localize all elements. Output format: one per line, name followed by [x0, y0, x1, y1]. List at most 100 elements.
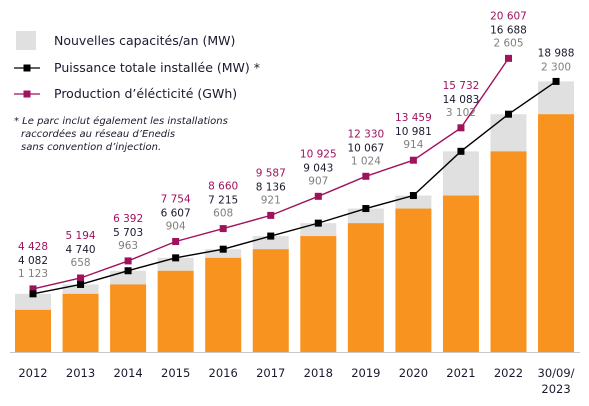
x-tick-label: 2014: [113, 366, 142, 380]
label-production: 5 194: [66, 230, 96, 242]
x-tick-label: 2015: [161, 366, 190, 380]
label-production: 6 392: [113, 213, 143, 225]
bar-existing-capacity: [205, 257, 242, 352]
label-total-power: 10 981: [395, 126, 432, 138]
power-point: [77, 280, 85, 288]
production-point: [409, 156, 417, 164]
label-new-capacity: 963: [118, 240, 138, 252]
legend-power-marker: [23, 64, 31, 72]
label-new-capacity: 1 024: [351, 155, 381, 167]
x-tick-label: 2021: [446, 366, 475, 380]
bar-new-capacity: [15, 293, 51, 310]
lines-group: [29, 54, 560, 298]
production-point: [124, 257, 132, 265]
label-total-power: 7 215: [208, 195, 238, 207]
power-point: [552, 77, 560, 85]
bar-new-capacity: [300, 223, 337, 237]
footnote: * Le parc inclut également les installat…: [14, 115, 228, 153]
production-point: [362, 172, 370, 180]
label-total-power: 18 988: [538, 47, 575, 59]
power-point: [124, 267, 132, 275]
power-line: [32, 80, 557, 295]
label-new-capacity: 658: [71, 257, 91, 269]
bar-new-capacity: [62, 284, 99, 294]
power-point: [172, 254, 180, 262]
x-tick-label: 2016: [209, 366, 238, 380]
label-production: 10 925: [300, 148, 337, 160]
legend: Nouvelles capacités/an (MW) Puissance to…: [14, 31, 260, 101]
bar-new-capacity: [110, 270, 147, 285]
label-new-capacity: 1 123: [18, 268, 48, 280]
label-total-power: 14 083: [443, 94, 480, 106]
bar-existing-capacity: [157, 270, 194, 352]
footnote-line-2: raccordées au réseau d’Enedis: [21, 128, 175, 140]
legend-power-label: Puissance totale installée (MW) *: [54, 60, 260, 75]
legend-capacity-label: Nouvelles capacités/an (MW): [54, 33, 235, 48]
power-point: [457, 147, 465, 155]
production-point: [29, 285, 37, 293]
bar-new-capacity: [205, 249, 242, 258]
bar-new-capacity: [347, 208, 384, 224]
bar-new-capacity: [395, 195, 432, 209]
x-axis-ticks: 2012 2013 2014 2015 2016 2017 2018 2019 2020 2021…: [18, 366, 574, 396]
label-total-power: 16 688: [490, 24, 527, 36]
label-production: 20 607: [490, 10, 527, 22]
label-total-power: 6 607: [161, 208, 191, 220]
power-point: [219, 245, 227, 253]
bar-new-capacity: [442, 151, 479, 196]
x-tick-label: 2019: [351, 366, 380, 380]
label-new-capacity: 921: [261, 194, 281, 206]
label-new-capacity: 914: [403, 139, 423, 151]
legend-capacity-swatch: [16, 31, 36, 50]
bar-existing-capacity: [538, 114, 575, 352]
production-point: [314, 192, 322, 200]
x-tick-label: 2023: [541, 382, 570, 396]
label-production: 12 330: [347, 128, 384, 140]
bar-existing-capacity: [15, 309, 51, 352]
legend-production-marker: [23, 90, 31, 98]
label-production: 9 587: [256, 167, 286, 179]
power-point: [314, 219, 322, 227]
power-point: [362, 205, 370, 213]
power-point: [267, 232, 275, 240]
label-total-power: 10 067: [347, 142, 384, 154]
label-production: 15 732: [443, 80, 480, 92]
label-production: 13 459: [395, 112, 432, 124]
bar-existing-capacity: [62, 293, 99, 352]
production-point: [219, 225, 227, 233]
label-new-capacity: 904: [166, 221, 186, 233]
bar-existing-capacity: [395, 208, 432, 352]
x-tick-label: 2022: [494, 366, 523, 380]
footnote-line-3: sans convention d’injection.: [21, 142, 161, 153]
bar-existing-capacity: [490, 151, 527, 352]
bar-existing-capacity: [347, 223, 384, 352]
label-new-capacity: 608: [213, 208, 233, 220]
production-point: [505, 54, 512, 62]
footnote-line-1: * Le parc inclut également les installat…: [14, 115, 228, 127]
x-tick-label: 2017: [256, 366, 285, 380]
bar-new-capacity: [538, 81, 575, 115]
label-new-capacity: 2 605: [493, 37, 523, 49]
label-new-capacity: 2 300: [541, 61, 571, 73]
power-point: [505, 110, 512, 118]
label-total-power: 8 136: [256, 181, 286, 193]
bar-existing-capacity: [300, 236, 337, 352]
production-point: [172, 238, 180, 246]
label-production: 8 660: [208, 181, 238, 193]
label-new-capacity: 907: [308, 175, 328, 187]
bar-new-capacity: [252, 236, 289, 250]
label-total-power: 5 703: [113, 227, 143, 239]
bar-new-capacity: [157, 257, 194, 271]
power-point: [409, 192, 417, 200]
production-point: [267, 211, 275, 219]
production-point: [77, 274, 85, 282]
power-point: [29, 290, 37, 298]
x-tick-label: 2020: [399, 366, 428, 380]
bar-existing-capacity: [252, 249, 289, 352]
legend-production-label: Production d’élécticité (GWh): [54, 86, 237, 101]
bar-new-capacity: [490, 114, 527, 152]
x-tick-label: 2018: [304, 366, 333, 380]
label-total-power: 4 740: [66, 244, 96, 256]
